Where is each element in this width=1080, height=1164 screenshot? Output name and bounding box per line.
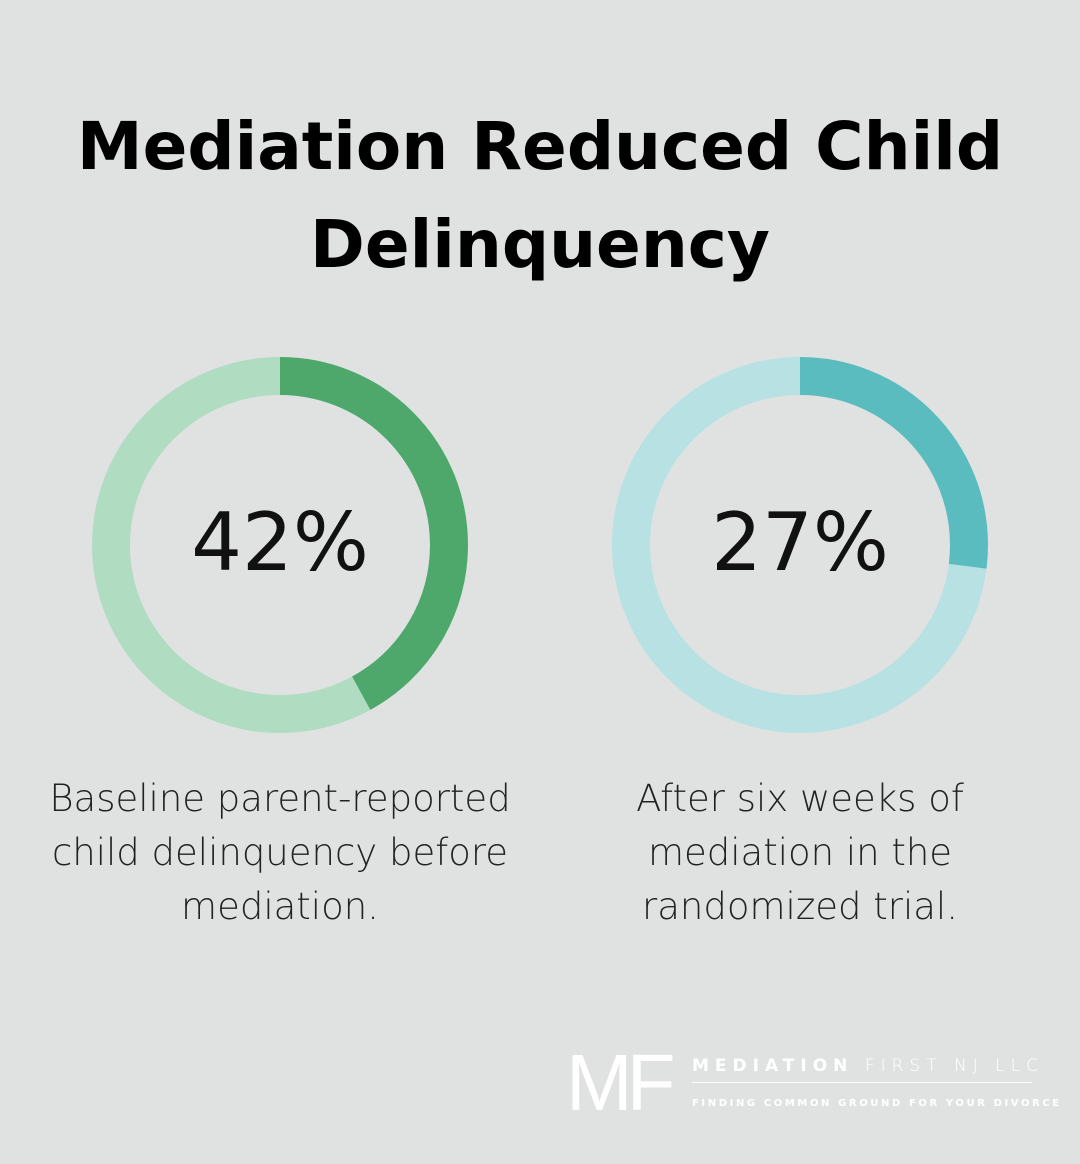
donut-value-arc: [612, 357, 988, 733]
donut-svg: [612, 357, 988, 733]
logo-divider: [692, 1082, 1032, 1083]
logo-mark: MF: [566, 1038, 675, 1127]
company-logo: MF MEDIATION FIRST NJ LLC FINDING COMMON…: [566, 1038, 1059, 1127]
caption-baseline: Baseline parent-reported child delinquen…: [49, 777, 511, 928]
logo-name-light: FIRST NJ LLC: [864, 1056, 1044, 1076]
logo-name: MEDIATION FIRST NJ LLC: [692, 1056, 1044, 1076]
logo-tagline: FINDING COMMON GROUND FOR YOUR DIVORCE: [692, 1098, 1062, 1109]
donut-value-label: 42%: [191, 496, 369, 589]
caption-after: After six weeks of mediation in the rand…: [636, 777, 964, 928]
donut-chart-after: 27%: [610, 355, 990, 735]
donut-value-arc: [92, 357, 468, 733]
logo-name-bold: MEDIATION: [692, 1056, 854, 1076]
page-title: Mediation Reduced Child Delinquency: [76, 108, 1004, 283]
donut-svg: [92, 357, 468, 733]
donut-chart-baseline: 42%: [90, 355, 470, 735]
donut-value-label: 27%: [711, 496, 889, 589]
